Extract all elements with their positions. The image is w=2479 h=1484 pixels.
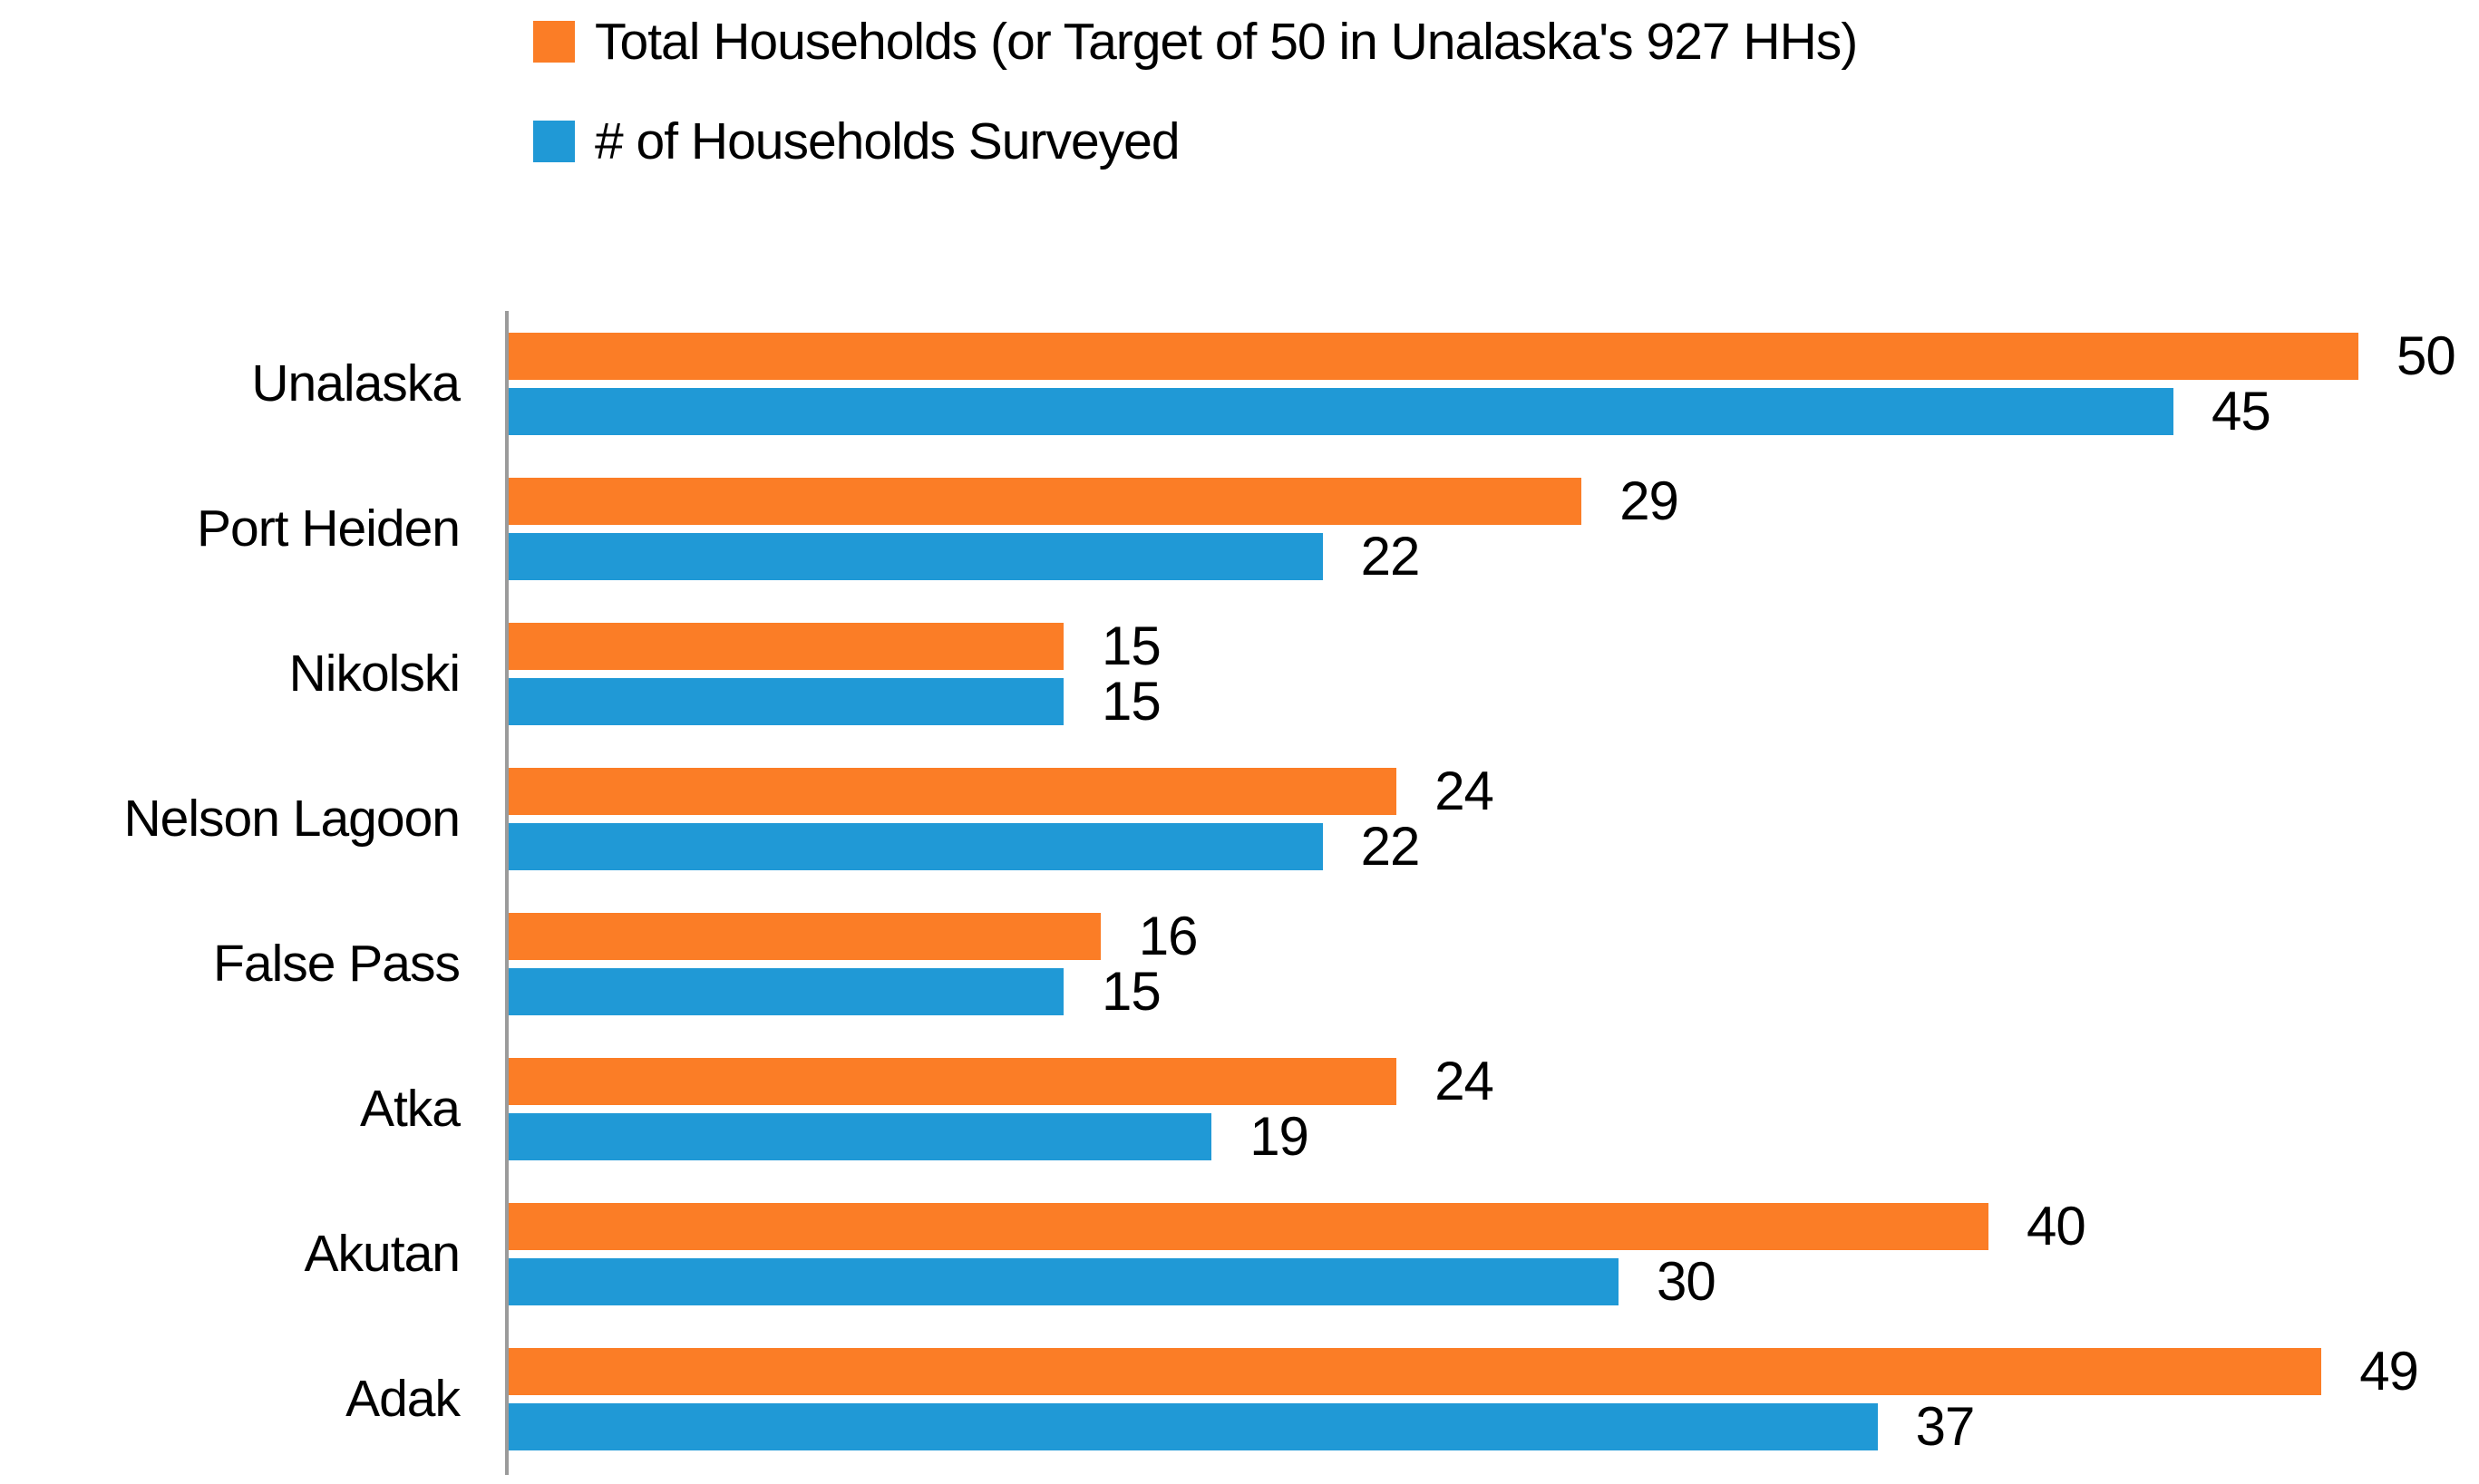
category-label: False Pass bbox=[213, 935, 461, 993]
total-households-value-label: 40 bbox=[2027, 1196, 2086, 1256]
category-label: Adak bbox=[345, 1370, 461, 1428]
plot-area: Unalaska 50 45 Port Heiden 29 bbox=[0, 311, 2479, 1471]
surveyed-bar bbox=[509, 532, 1323, 580]
surveyed-value-label: 15 bbox=[1102, 961, 1162, 1022]
surveyed-value-label: 30 bbox=[1657, 1251, 1716, 1312]
total-households-bar bbox=[509, 477, 1582, 525]
legend-item-total-households: Total Households (or Target of 50 in Una… bbox=[533, 13, 1858, 71]
category-row: Nikolski 15 15 bbox=[0, 601, 2479, 746]
category-label: Atka bbox=[359, 1080, 461, 1138]
surveyed-bar bbox=[509, 677, 1064, 725]
surveyed-value-label: 22 bbox=[1360, 816, 1421, 877]
total-households-bar-line: 24 bbox=[509, 1051, 2479, 1111]
total-households-bar-line: 24 bbox=[509, 761, 2479, 821]
total-households-value-label: 24 bbox=[1434, 1051, 1494, 1111]
total-households-value-label: 16 bbox=[1138, 906, 1199, 966]
total-households-bar bbox=[509, 1202, 1988, 1250]
surveyed-value-label: 19 bbox=[1249, 1106, 1309, 1167]
legend-item-households-surveyed: # of Households Surveyed bbox=[533, 112, 1857, 170]
total-households-bar-line: 40 bbox=[509, 1196, 2479, 1256]
legend: Total Households (or Target of 50 in Una… bbox=[533, 13, 1858, 212]
category-axis-line bbox=[505, 311, 509, 1475]
total-households-bar-line: 15 bbox=[509, 616, 2479, 676]
surveyed-bar bbox=[509, 387, 2173, 435]
surveyed-bar bbox=[509, 822, 1323, 870]
surveyed-bar bbox=[509, 1257, 1619, 1305]
bar-group: 40 30 bbox=[509, 1196, 2479, 1312]
total-households-bar bbox=[509, 622, 1064, 670]
bar-group: 50 45 bbox=[509, 325, 2479, 441]
surveyed-value-label: 15 bbox=[1102, 671, 1162, 732]
category-row: Unalaska 50 45 bbox=[0, 311, 2479, 456]
category-row: Akutan 40 30 bbox=[0, 1181, 2479, 1326]
surveyed-bar bbox=[509, 1112, 1212, 1160]
total-households-value-label: 24 bbox=[1434, 761, 1494, 821]
category-row: Port Heiden 29 22 bbox=[0, 456, 2479, 601]
surveyed-value-label: 22 bbox=[1360, 526, 1421, 587]
bar-group: 15 15 bbox=[509, 616, 2479, 732]
total-households-value-label: 50 bbox=[2396, 325, 2456, 386]
bar-group: 29 22 bbox=[509, 470, 2479, 587]
total-households-bar-line: 29 bbox=[509, 470, 2479, 531]
surveyed-value-label: 45 bbox=[2212, 381, 2271, 441]
legend-swatch-orange-icon bbox=[533, 21, 575, 63]
category-row: Atka 24 19 bbox=[0, 1036, 2479, 1181]
surveyed-bar-line: 37 bbox=[509, 1396, 2479, 1457]
total-households-bar bbox=[509, 912, 1101, 960]
category-label: Port Heiden bbox=[196, 500, 461, 558]
category-label: Akutan bbox=[304, 1225, 461, 1283]
total-households-bar-line: 16 bbox=[509, 906, 2479, 966]
total-households-value-label: 49 bbox=[2359, 1341, 2419, 1402]
bar-group: 24 22 bbox=[509, 761, 2479, 877]
total-households-bar bbox=[509, 1057, 1397, 1105]
total-households-bar bbox=[509, 332, 2358, 380]
total-households-bar bbox=[509, 767, 1397, 815]
total-households-bar-line: 49 bbox=[509, 1341, 2479, 1402]
total-households-bar bbox=[509, 1347, 2322, 1395]
category-label: Unalaska bbox=[251, 354, 461, 412]
legend-swatch-blue-icon bbox=[533, 121, 575, 162]
surveyed-bar-line: 15 bbox=[509, 961, 2479, 1022]
category-label: Nelson Lagoon bbox=[123, 790, 461, 848]
surveyed-bar bbox=[509, 967, 1064, 1015]
category-row: False Pass 16 15 bbox=[0, 891, 2479, 1036]
bar-group: 16 15 bbox=[509, 906, 2479, 1022]
total-households-value-label: 15 bbox=[1102, 616, 1162, 676]
surveyed-bar-line: 15 bbox=[509, 671, 2479, 732]
total-households-bar-line: 50 bbox=[509, 325, 2479, 386]
bar-group: 49 37 bbox=[509, 1341, 2479, 1457]
surveyed-bar-line: 30 bbox=[509, 1251, 2479, 1312]
legend-label-households-surveyed: # of Households Surveyed bbox=[595, 112, 1181, 170]
category-row: Nelson Lagoon 24 22 bbox=[0, 746, 2479, 891]
surveyed-bar-line: 22 bbox=[509, 526, 2479, 587]
surveyed-bar-line: 22 bbox=[509, 816, 2479, 877]
total-households-value-label: 29 bbox=[1619, 470, 1679, 531]
surveyed-bar bbox=[509, 1402, 1878, 1450]
surveyed-bar-line: 45 bbox=[509, 381, 2479, 441]
surveyed-value-label: 37 bbox=[1915, 1396, 1976, 1457]
category-row: Adak 49 37 bbox=[0, 1326, 2479, 1471]
legend-label-total-households: Total Households (or Target of 50 in Una… bbox=[595, 13, 1858, 71]
surveyed-bar-line: 19 bbox=[509, 1106, 2479, 1167]
bar-group: 24 19 bbox=[509, 1051, 2479, 1167]
category-label: Nikolski bbox=[288, 645, 461, 703]
